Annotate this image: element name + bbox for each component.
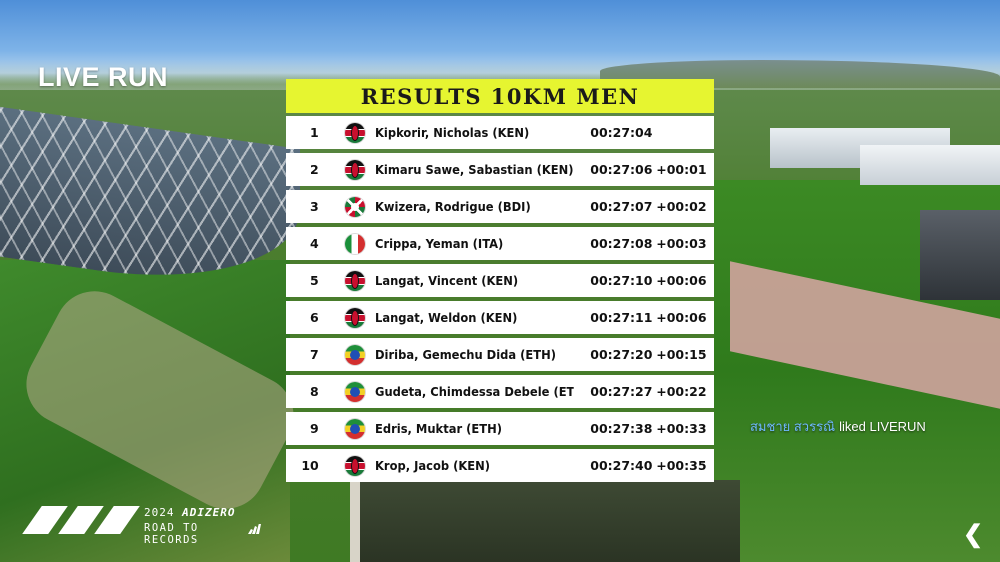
- flag-icon: [344, 159, 365, 180]
- flag-icon: [344, 381, 365, 402]
- flag-icon: [344, 122, 365, 143]
- time-gap: +00:06: [656, 310, 707, 325]
- finish-time: 00:27:08: [590, 236, 653, 251]
- like-notification: สมชาย สวรรณิ liked LIVERUN: [750, 416, 926, 437]
- time-gap: +00:01: [656, 162, 707, 177]
- finish-time: 00:27:11: [590, 310, 653, 325]
- finish-time: 00:27:06: [590, 162, 653, 177]
- finish-time: 00:27:38: [590, 421, 653, 436]
- time-gap: +00:03: [656, 236, 707, 251]
- result-row: 2 Kimaru Sawe, Sabastian (KEN) 00:27:06 +00…: [286, 153, 714, 186]
- result-rank: 7: [310, 347, 319, 362]
- result-row: 7 Diriba, Gemechu Dida (ETH) 00:27:20 +00:1…: [286, 338, 714, 371]
- finish-time: 00:27:10: [590, 273, 653, 288]
- athlete-name: Gudeta, Chimdessa Debele (ETH): [374, 384, 574, 399]
- adidas-logo-icon: [248, 524, 261, 534]
- finish-time: 00:27:20: [590, 347, 653, 362]
- time-gap: +00:02: [656, 199, 707, 214]
- athlete-name: Diriba, Gemechu Dida (ETH): [374, 347, 556, 362]
- finish-time: 00:27:27: [590, 384, 653, 399]
- result-row: 8 Gudeta, Chimdessa Debele (ETH) 00:27:27 +…: [286, 375, 714, 408]
- results-title: RESULTS 10KM MEN: [286, 79, 714, 113]
- finish-time: 00:27:40: [590, 458, 653, 473]
- result-rank: 6: [310, 310, 319, 325]
- result-rank: 8: [310, 384, 319, 399]
- result-row: 9 Edris, Muktar (ETH) 00:27:38 +00:33: [286, 412, 714, 445]
- athlete-name: Kimaru Sawe, Sabastian (KEN): [374, 162, 574, 177]
- flag-icon: [344, 233, 365, 254]
- finish-time: 00:27:04: [590, 125, 653, 140]
- result-row: 6 Langat, Weldon (KEN) 00:27:11 +00:06: [286, 301, 714, 334]
- results-panel: RESULTS 10KM MEN 1 Kipkorir, Nicholas (KE…: [286, 79, 714, 486]
- result-rank: 10: [301, 458, 319, 473]
- chevron-right-icon[interactable]: ❮: [962, 521, 984, 548]
- like-user: สมชาย สวรรณิ: [750, 419, 836, 434]
- flag-icon: [344, 307, 365, 328]
- result-row: 4 Crippa, Yeman (ITA) 00:27:08 +00:03: [286, 227, 714, 260]
- result-row: 1 Kipkorir, Nicholas (KEN) 00:27:04: [286, 116, 714, 149]
- finish-time: 00:27:07: [590, 199, 653, 214]
- athlete-name: Kwizera, Rodrigue (BDI): [374, 199, 531, 214]
- time-gap: +00:15: [656, 347, 707, 362]
- athlete-name: Crippa, Yeman (ITA): [374, 236, 504, 251]
- brand-series: ADIZERO: [182, 506, 236, 519]
- result-rank: 9: [310, 421, 319, 436]
- brand-tagline: ROAD TO RECORDS: [144, 522, 199, 546]
- time-gap: +00:06: [656, 273, 707, 288]
- flag-icon: [344, 455, 365, 476]
- flag-icon: [344, 344, 365, 365]
- athlete-name: Krop, Jacob (KEN): [374, 458, 490, 473]
- athlete-name: Langat, Vincent (KEN): [374, 273, 518, 288]
- athlete-name: Langat, Weldon (KEN): [374, 310, 518, 325]
- result-rank: 3: [310, 199, 319, 214]
- live-run-label: LIVE RUN: [38, 62, 169, 92]
- result-rank: 4: [310, 236, 319, 251]
- time-gap: +00:35: [656, 458, 707, 473]
- stripes-logo: [18, 506, 140, 534]
- time-gap: +00:33: [656, 421, 707, 436]
- athlete-name: Kipkorir, Nicholas (KEN): [374, 125, 529, 140]
- results-list: 1 Kipkorir, Nicholas (KEN) 00:27:04 2 Kimaru…: [286, 116, 714, 482]
- flag-icon: [344, 418, 365, 439]
- result-row: 10 Krop, Jacob (KEN) 00:27:40 +00:35: [286, 449, 714, 482]
- like-text: liked LIVERUN: [839, 419, 926, 434]
- adizero-branding: 2024 ADIZERO ROAD TO RECORDS: [18, 504, 261, 546]
- result-row: 3 Kwizera, Rodrigue (BDI) 00:27:07 +00:02: [286, 190, 714, 223]
- result-rank: 1: [310, 125, 319, 140]
- brand-year: 2024: [144, 506, 175, 519]
- athlete-name: Edris, Muktar (ETH): [374, 421, 502, 436]
- result-rank: 2: [310, 162, 319, 177]
- time-gap: +00:22: [656, 384, 707, 399]
- flag-icon: [344, 196, 365, 217]
- canal: [360, 480, 740, 562]
- brand-year-line: 2024 ADIZERO: [144, 506, 235, 519]
- result-row: 5 Langat, Vincent (KEN) 00:27:10 +00:06: [286, 264, 714, 297]
- result-rank: 5: [310, 273, 319, 288]
- flag-icon: [344, 270, 365, 291]
